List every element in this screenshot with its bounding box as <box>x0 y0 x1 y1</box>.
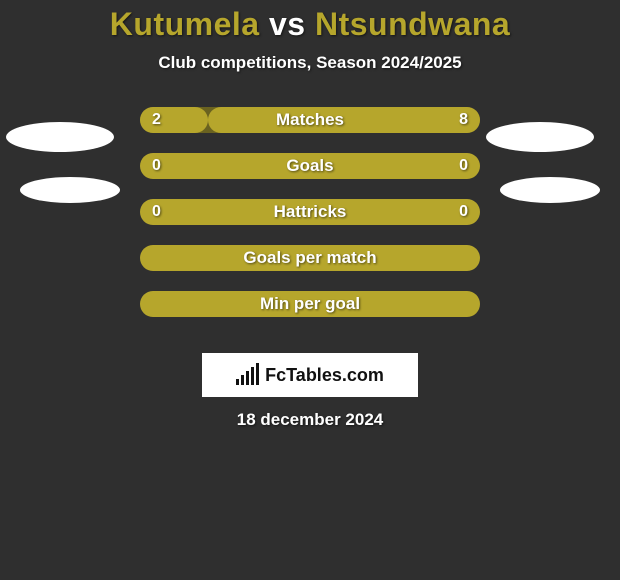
stat-label: Matches <box>140 110 480 130</box>
decorative-ellipse <box>486 122 594 152</box>
stat-label: Goals per match <box>140 248 480 268</box>
subtitle: Club competitions, Season 2024/2025 <box>0 53 620 73</box>
stat-row: Goals0 0 <box>140 153 480 179</box>
decorative-ellipse <box>6 122 114 152</box>
title-vs: vs <box>269 6 306 42</box>
stat-row: Goals per match <box>140 245 480 271</box>
stat-label: Goals <box>140 156 480 176</box>
stat-value-left: 0 <box>152 157 161 175</box>
decorative-ellipse <box>20 177 120 203</box>
comparison-infographic: Kutumela vs Ntsundwana Club competitions… <box>0 0 620 580</box>
page-title: Kutumela vs Ntsundwana <box>0 0 620 43</box>
stat-value-left: 2 <box>152 111 161 129</box>
stat-value-right: 8 <box>459 111 468 129</box>
logo-bars-icon <box>236 365 259 385</box>
stat-value-right: 0 <box>459 157 468 175</box>
date-line: 18 december 2024 <box>0 410 620 430</box>
stat-value-left: 0 <box>152 203 161 221</box>
stat-row: Matches2 8 <box>140 107 480 133</box>
stat-row: Min per goal <box>140 291 480 317</box>
decorative-ellipse <box>500 177 600 203</box>
fctables-logo: FcTables.com <box>202 353 418 397</box>
logo-text: FcTables.com <box>265 365 384 386</box>
stat-row: Hattricks0 0 <box>140 199 480 225</box>
stat-label: Min per goal <box>140 294 480 314</box>
stat-label: Hattricks <box>140 202 480 222</box>
stat-value-right: 0 <box>459 203 468 221</box>
title-player1: Kutumela <box>110 6 260 42</box>
title-player2: Ntsundwana <box>315 6 510 42</box>
